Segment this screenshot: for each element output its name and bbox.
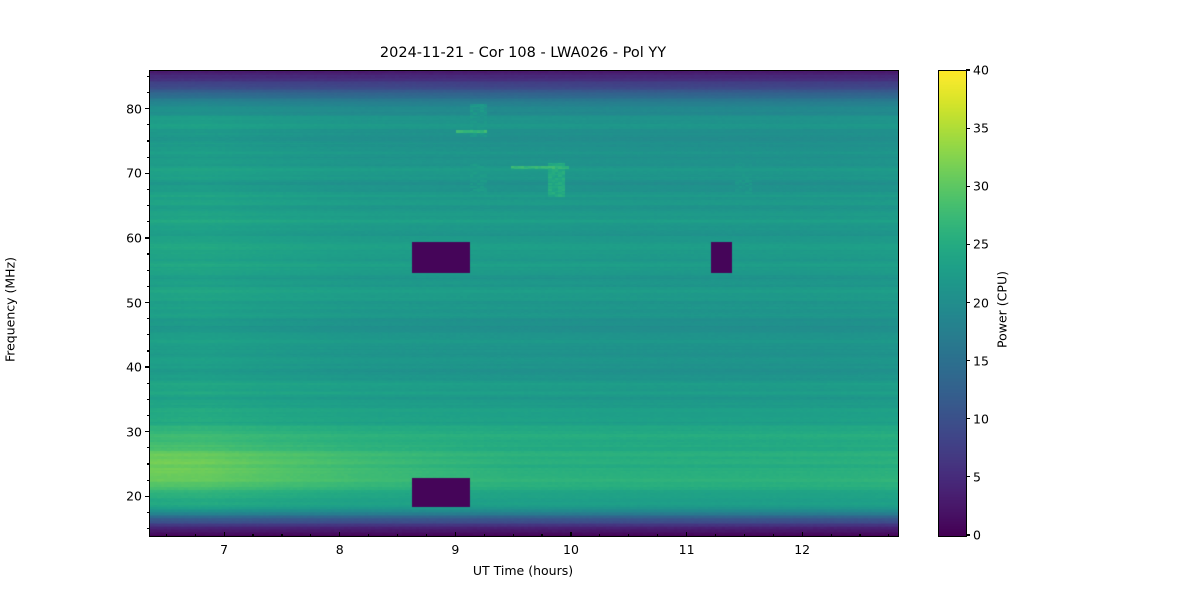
- x-tick-minor: [483, 533, 485, 536]
- x-tick-minor: [830, 533, 832, 536]
- y-tick-minor: [146, 334, 149, 336]
- colorbar-tick: [966, 69, 970, 71]
- y-tick-minor: [146, 205, 149, 207]
- x-tick-minor: [859, 533, 861, 536]
- x-tick-label: 9: [451, 542, 460, 557]
- y-tick-minor: [146, 92, 149, 94]
- y-tick-minor: [146, 350, 149, 352]
- colorbar-tick: [966, 476, 970, 478]
- x-tick-minor: [165, 533, 167, 536]
- y-tick-minor: [146, 221, 149, 223]
- y-tick-minor: [146, 188, 149, 191]
- y-tick-minor: [146, 124, 149, 126]
- colorbar-tick-label: 15: [973, 353, 989, 369]
- x-tick-major: [223, 532, 225, 536]
- y-tick-label: 80: [126, 101, 142, 117]
- y-tick-minor: [146, 511, 149, 513]
- y-tick-major: [145, 301, 149, 304]
- x-tick-label: 8: [335, 542, 344, 557]
- colorbar-tick-label: 0: [973, 527, 981, 543]
- x-tick-minor: [396, 533, 399, 536]
- x-tick-major: [685, 532, 688, 536]
- colorbar-tick: [966, 418, 970, 420]
- colorbar-label: Power (CPU): [994, 271, 1010, 348]
- y-tick-major: [145, 237, 149, 239]
- y-tick-minor: [146, 285, 149, 287]
- y-tick-minor: [146, 269, 149, 271]
- colorbar-tick-label: 10: [973, 411, 989, 427]
- y-tick-major: [145, 495, 149, 497]
- heatmap-axes[interactable]: [149, 70, 899, 537]
- x-tick-minor: [281, 533, 283, 536]
- x-tick-minor: [888, 533, 890, 536]
- x-tick-major: [801, 532, 803, 536]
- x-tick-minor: [541, 533, 543, 536]
- x-tick-minor: [772, 533, 774, 536]
- y-tick-minor: [146, 479, 149, 481]
- colorbar-tick-label: 35: [973, 120, 989, 136]
- y-tick-minor: [146, 382, 149, 384]
- colorbar-tick-label: 20: [973, 295, 989, 310]
- y-tick-major: [145, 431, 149, 433]
- x-tick-label: 10: [563, 542, 579, 557]
- x-tick-minor: [628, 533, 630, 536]
- y-tick-label: 20: [126, 488, 142, 504]
- colorbar-tick-label: 5: [973, 469, 981, 485]
- y-tick-minor: [146, 156, 149, 158]
- colorbar-gradient: [939, 71, 966, 536]
- x-tick-minor: [425, 533, 428, 536]
- y-tick-label: 60: [126, 230, 142, 246]
- x-tick-minor: [194, 533, 196, 536]
- x-tick-minor: [368, 533, 370, 536]
- x-tick-major: [454, 532, 456, 536]
- y-tick-minor: [146, 414, 149, 417]
- x-axis-label: UT Time (hours): [472, 563, 574, 578]
- colorbar-tick: [966, 243, 970, 245]
- y-tick-major: [145, 366, 149, 368]
- x-tick-label: 12: [794, 542, 811, 557]
- y-tick-minor: [146, 318, 149, 320]
- x-tick-major: [339, 532, 341, 536]
- y-tick-minor: [146, 527, 149, 530]
- colorbar-tick: [966, 301, 970, 304]
- y-tick-minor: [146, 463, 149, 465]
- colorbar-tick: [966, 534, 970, 536]
- y-tick-label: 50: [126, 295, 142, 310]
- y-tick-minor: [146, 253, 149, 255]
- y-tick-major: [145, 108, 149, 110]
- colorbar-tick-label: 40: [973, 62, 989, 78]
- colorbar-tick-label: 25: [973, 236, 989, 252]
- y-tick-label: 40: [126, 359, 142, 375]
- dynamic-spectrum-heatmap[interactable]: [150, 71, 898, 536]
- x-tick-minor: [657, 533, 659, 536]
- colorbar-tick-label: 30: [973, 178, 989, 194]
- colorbar-tick: [966, 127, 970, 129]
- colorbar-tick: [966, 360, 970, 362]
- x-tick-minor: [252, 533, 254, 536]
- x-tick-minor: [743, 533, 745, 536]
- x-tick-minor: [512, 533, 514, 536]
- colorbar[interactable]: [938, 70, 967, 537]
- colorbar-tick: [966, 185, 970, 187]
- y-tick-label: 30: [126, 424, 142, 440]
- y-tick-minor: [146, 398, 149, 400]
- x-tick-label: 11: [678, 542, 695, 557]
- x-tick-label: 7: [220, 542, 229, 557]
- y-tick-minor: [146, 447, 149, 449]
- y-tick-major: [145, 172, 149, 174]
- chart-title: 2024-11-21 - Cor 108 - LWA026 - Pol YY: [379, 45, 667, 61]
- x-tick-minor: [714, 533, 717, 536]
- y-tick-minor: [146, 75, 149, 78]
- y-tick-minor: [146, 140, 149, 142]
- y-tick-label: 70: [126, 165, 142, 181]
- x-tick-minor: [599, 533, 601, 536]
- x-tick-major: [570, 532, 572, 536]
- y-axis-label: Frequency (MHz): [2, 256, 18, 363]
- x-tick-minor: [310, 533, 312, 536]
